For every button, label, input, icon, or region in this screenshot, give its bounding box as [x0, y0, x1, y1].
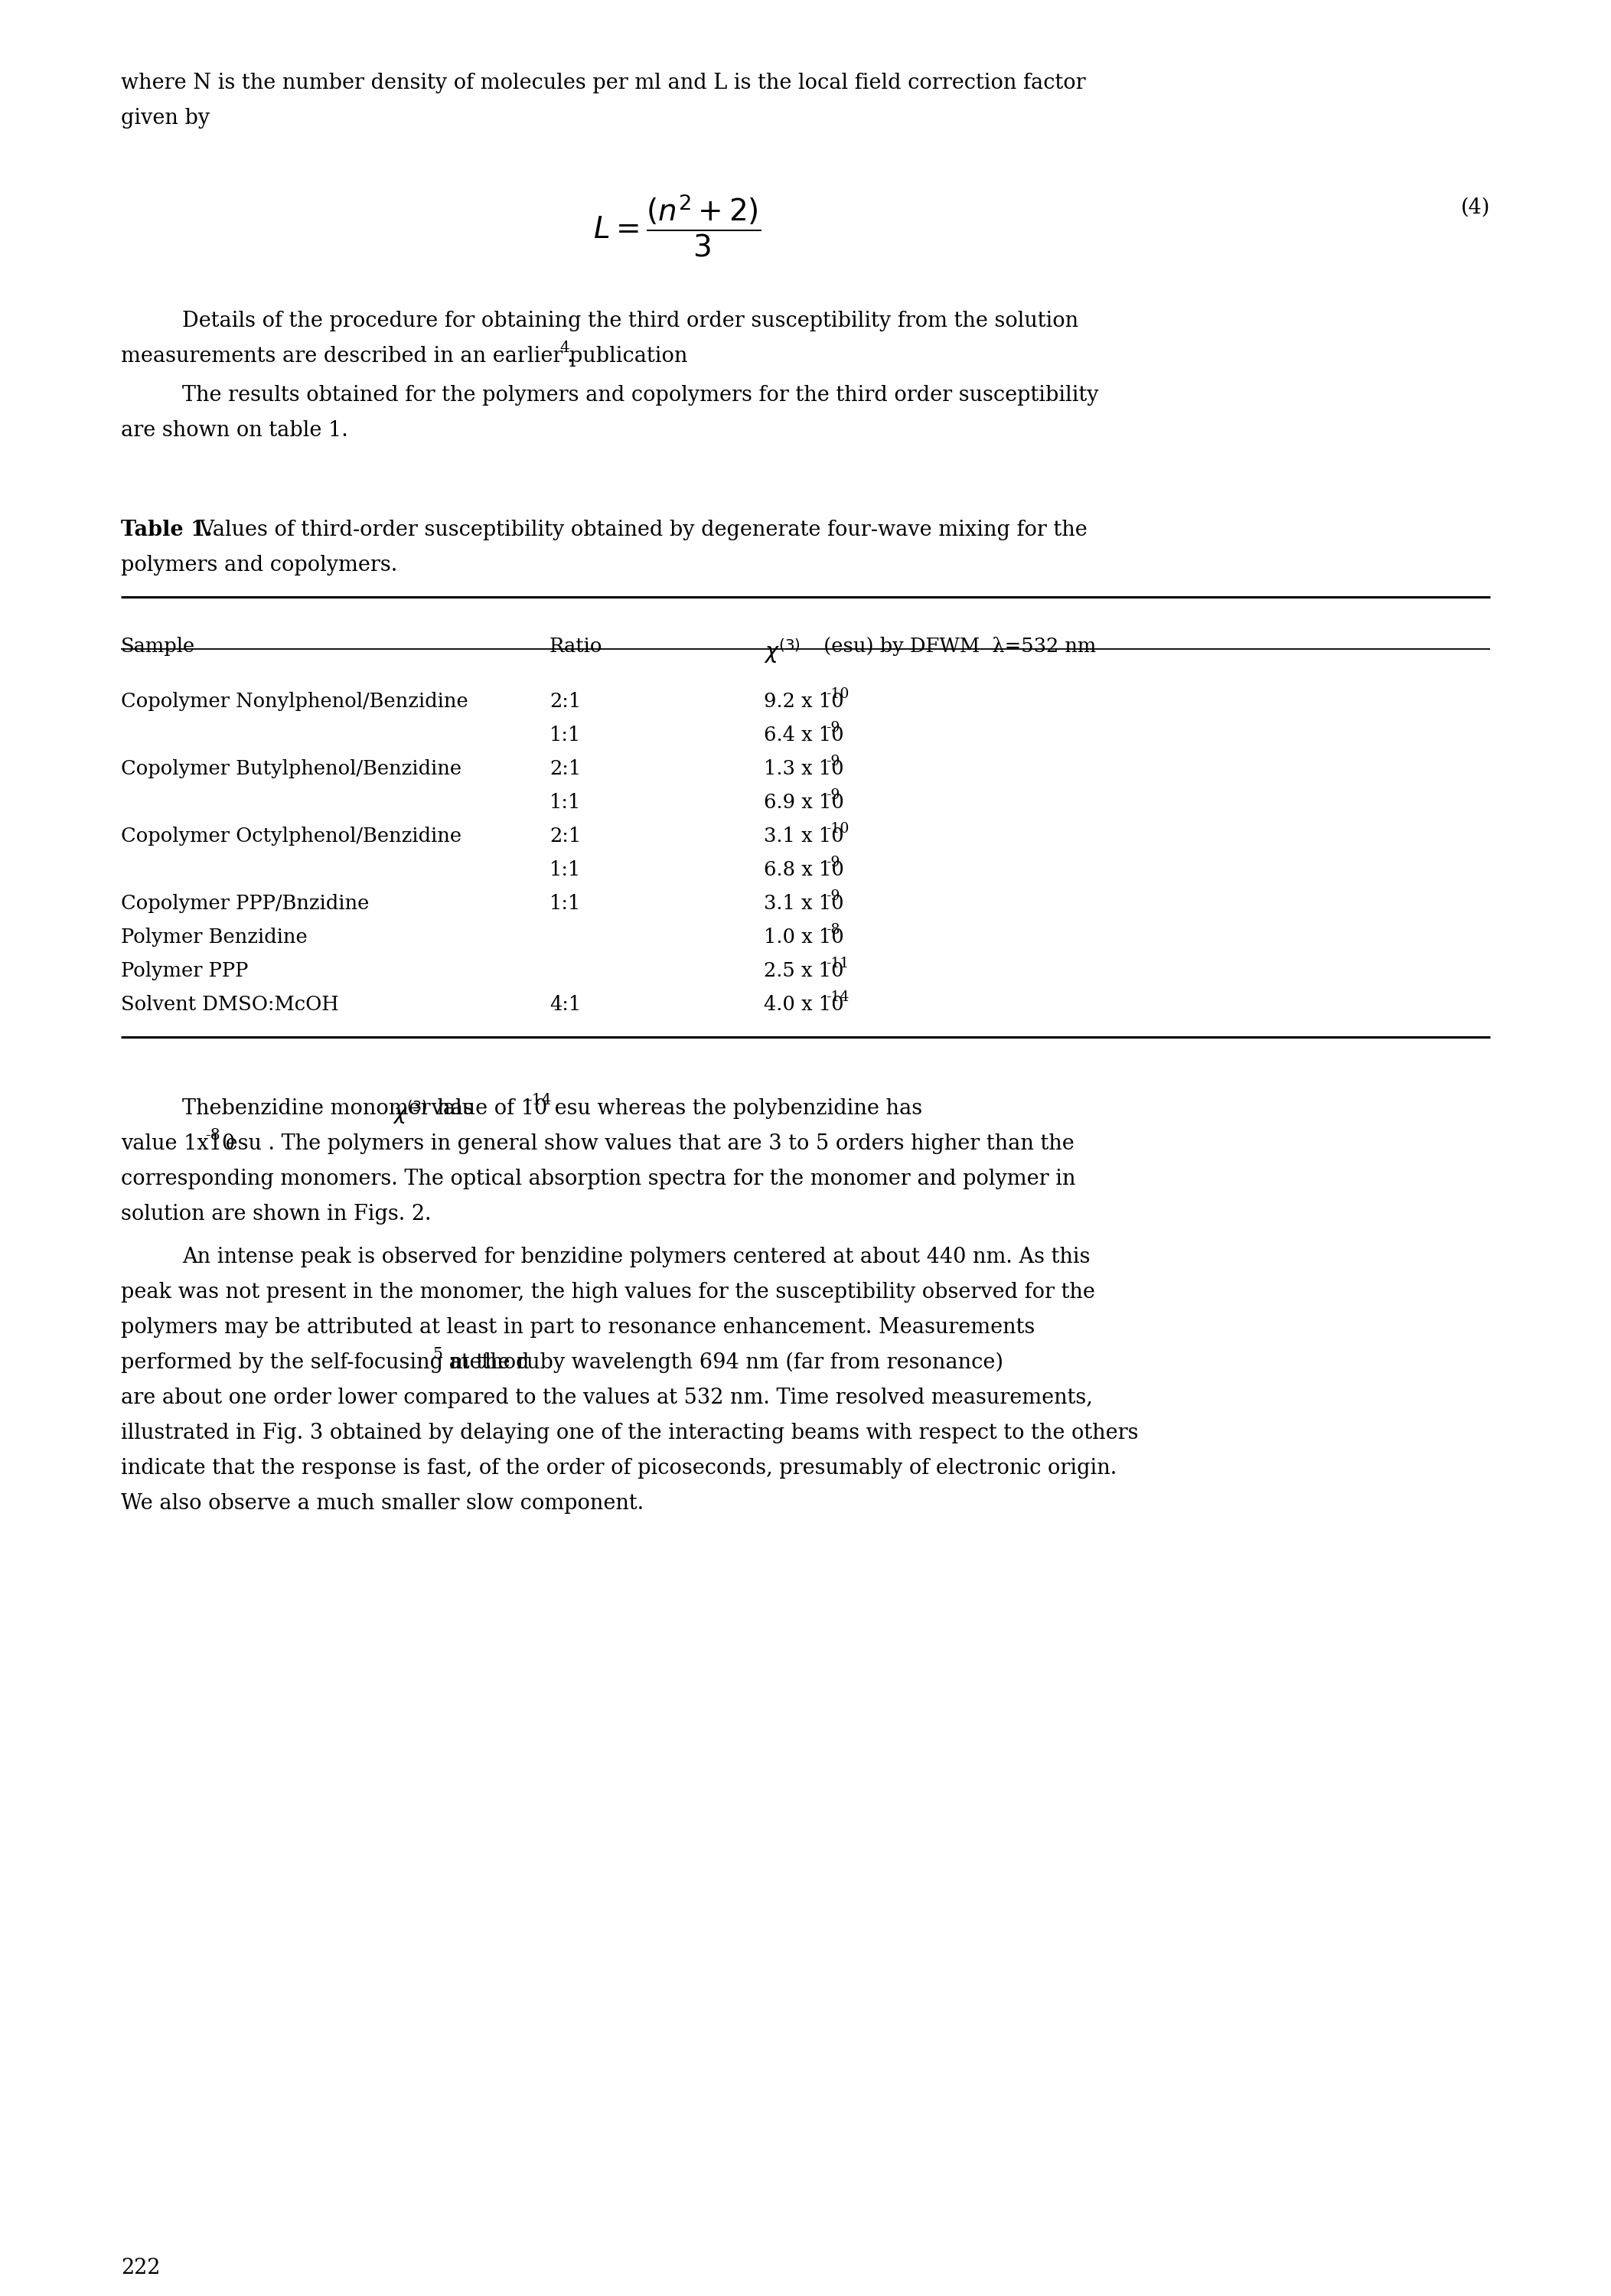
Text: An intense peak is observed for benzidine polymers centered at about 440 nm. As : An intense peak is observed for benzidin…: [182, 1247, 1091, 1267]
Text: -10: -10: [825, 822, 849, 836]
Text: -8: -8: [825, 923, 839, 937]
Text: Copolymer Nonylphenol/Benzidine: Copolymer Nonylphenol/Benzidine: [121, 691, 469, 712]
Text: indicate that the response is fast, of the order of picoseconds, presumably of e: indicate that the response is fast, of t…: [121, 1458, 1116, 1479]
Text: 1:1: 1:1: [549, 792, 582, 813]
Text: 4.0 x 10: 4.0 x 10: [764, 994, 844, 1015]
Text: 2:1: 2:1: [549, 760, 582, 778]
Text: -11: -11: [825, 957, 849, 971]
Text: $\chi^{(3)}$: $\chi^{(3)}$: [393, 1097, 429, 1127]
Text: .: .: [567, 347, 574, 367]
Text: The results obtained for the polymers and copolymers for the third order suscept: The results obtained for the polymers an…: [182, 386, 1099, 406]
Text: -9: -9: [825, 721, 839, 735]
Text: esu whereas the polybenzidine has: esu whereas the polybenzidine has: [548, 1097, 921, 1118]
Text: 1:1: 1:1: [549, 893, 582, 914]
Text: -9: -9: [825, 889, 839, 902]
Text: Thebenzidine monomer has: Thebenzidine monomer has: [182, 1097, 480, 1118]
Text: performed by the self-focusing method: performed by the self-focusing method: [121, 1352, 530, 1373]
Text: Copolymer Butylphenol/Benzidine: Copolymer Butylphenol/Benzidine: [121, 760, 462, 778]
Text: Copolymer Octylphenol/Benzidine: Copolymer Octylphenol/Benzidine: [121, 827, 462, 845]
Text: Details of the procedure for obtaining the third order susceptibility from the s: Details of the procedure for obtaining t…: [182, 310, 1078, 331]
Text: 9.2 x 10: 9.2 x 10: [764, 691, 844, 712]
Text: esu . The polymers in general show values that are 3 to 5 orders higher than the: esu . The polymers in general show value…: [219, 1134, 1075, 1155]
Text: $\chi^{(3)}$: $\chi^{(3)}$: [764, 636, 801, 666]
Text: Table 1.: Table 1.: [121, 519, 213, 540]
Text: polymers may be attributed at least in part to resonance enhancement. Measuremen: polymers may be attributed at least in p…: [121, 1318, 1034, 1339]
Text: -9: -9: [825, 788, 839, 801]
Text: solution are shown in Figs. 2.: solution are shown in Figs. 2.: [121, 1203, 432, 1224]
Text: are about one order lower compared to the values at 532 nm. Time resolved measur: are about one order lower compared to th…: [121, 1387, 1092, 1407]
Text: 4: 4: [559, 340, 569, 356]
Text: Sample: Sample: [121, 636, 195, 657]
Text: corresponding monomers. The optical absorption spectra for the monomer and polym: corresponding monomers. The optical abso…: [121, 1169, 1076, 1189]
Text: -9: -9: [825, 755, 839, 769]
Text: value 1x10: value 1x10: [121, 1134, 235, 1155]
Text: 6.9 x 10: 6.9 x 10: [764, 792, 844, 813]
Text: We also observe a much smaller slow component.: We also observe a much smaller slow comp…: [121, 1492, 644, 1513]
Text: (esu) by DFWM  λ=532 nm: (esu) by DFWM λ=532 nm: [812, 636, 1095, 657]
Text: are shown on table 1.: are shown on table 1.: [121, 420, 348, 441]
Text: 1.3 x 10: 1.3 x 10: [764, 760, 844, 778]
Text: -9: -9: [825, 856, 839, 870]
Text: 6.4 x 10: 6.4 x 10: [764, 726, 844, 744]
Text: given by: given by: [121, 108, 209, 129]
Text: 2.5 x 10: 2.5 x 10: [764, 962, 844, 980]
Text: 1:1: 1:1: [549, 861, 582, 879]
Text: Solvent DMSO:McOH: Solvent DMSO:McOH: [121, 994, 338, 1015]
Text: where N is the number density of molecules per ml and L is the local field corre: where N is the number density of molecul…: [121, 73, 1086, 94]
Text: 1.0 x 10: 1.0 x 10: [764, 928, 844, 946]
Text: peak was not present in the monomer, the high values for the susceptibility obse: peak was not present in the monomer, the…: [121, 1281, 1095, 1302]
Text: (4): (4): [1461, 197, 1490, 218]
Text: Polymer Benzidine: Polymer Benzidine: [121, 928, 308, 946]
Text: illustrated in Fig. 3 obtained by delaying one of the interacting beams with res: illustrated in Fig. 3 obtained by delayi…: [121, 1424, 1139, 1444]
Text: at the ruby wavelength 694 nm (far from resonance): at the ruby wavelength 694 nm (far from …: [441, 1352, 1004, 1373]
Text: 4:1: 4:1: [549, 994, 582, 1015]
Text: -10: -10: [825, 687, 849, 700]
Text: 2:1: 2:1: [549, 691, 582, 712]
Text: -14: -14: [527, 1093, 551, 1107]
Text: 3.1 x 10: 3.1 x 10: [764, 893, 844, 914]
Text: 3.1 x 10: 3.1 x 10: [764, 827, 844, 845]
Text: 1:1: 1:1: [549, 726, 582, 744]
Text: measurements are described in an earlier publication: measurements are described in an earlier…: [121, 347, 688, 367]
Text: value of 10: value of 10: [425, 1097, 548, 1118]
Text: Copolymer PPP/Bnzidine: Copolymer PPP/Bnzidine: [121, 893, 369, 914]
Text: 222: 222: [121, 2257, 159, 2278]
Text: Polymer PPP: Polymer PPP: [121, 962, 248, 980]
Text: -8: -8: [205, 1127, 221, 1143]
Text: Values of third-order susceptibility obtained by degenerate four-wave mixing for: Values of third-order susceptibility obt…: [193, 519, 1087, 540]
Text: $L = \dfrac{(n^2+2)}{3}$: $L = \dfrac{(n^2+2)}{3}$: [593, 193, 760, 259]
Text: 6.8 x 10: 6.8 x 10: [764, 861, 844, 879]
Text: -14: -14: [825, 990, 849, 1003]
Text: 5: 5: [433, 1348, 443, 1362]
Text: Ratio: Ratio: [549, 636, 603, 657]
Text: polymers and copolymers.: polymers and copolymers.: [121, 556, 398, 576]
Text: 2:1: 2:1: [549, 827, 582, 845]
